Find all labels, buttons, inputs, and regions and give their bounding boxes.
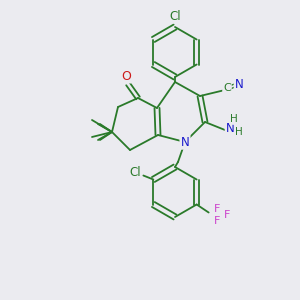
Text: O: O [121, 70, 131, 83]
Text: F: F [214, 203, 220, 214]
Text: N: N [181, 136, 189, 148]
Text: F: F [224, 209, 230, 220]
Text: F: F [214, 215, 220, 226]
Text: C: C [223, 83, 231, 93]
Text: Cl: Cl [169, 10, 181, 22]
Text: N: N [226, 122, 234, 134]
Text: N: N [181, 136, 189, 148]
Text: Cl: Cl [130, 166, 141, 179]
Text: N: N [235, 77, 243, 91]
Text: H: H [230, 114, 238, 124]
Text: H: H [235, 127, 243, 137]
